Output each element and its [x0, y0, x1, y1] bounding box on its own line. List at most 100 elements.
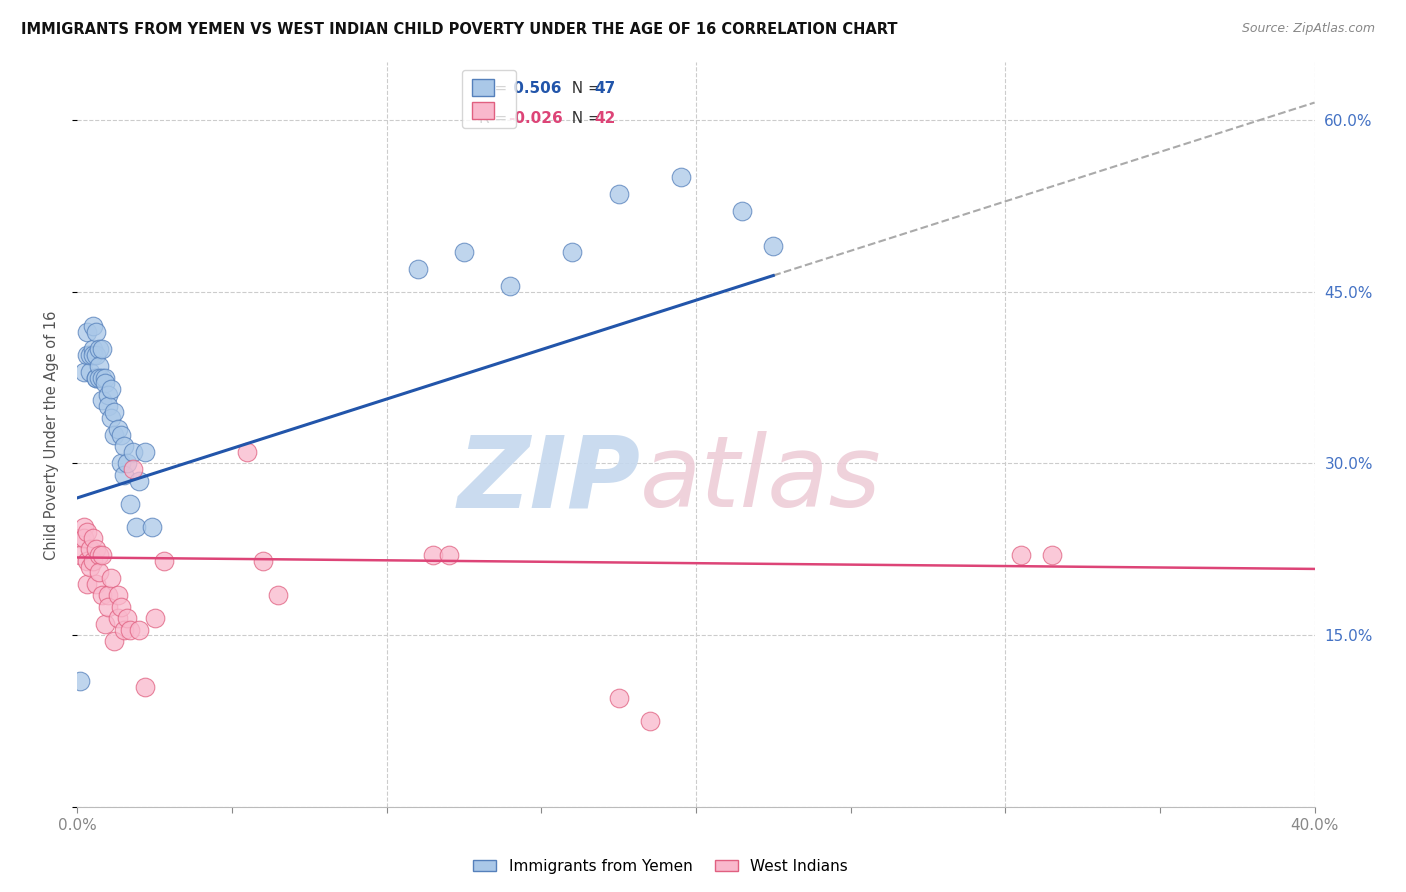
- Point: [607, 187, 630, 202]
- Text: atlas: atlas: [640, 431, 882, 528]
- Point: [76, 525, 98, 540]
- Point: [267, 588, 290, 602]
- Y-axis label: Child Poverty Under the Age of 16: Child Poverty Under the Age of 16: [44, 310, 59, 559]
- Point: [134, 680, 156, 694]
- Point: [437, 548, 460, 562]
- Point: [72, 365, 94, 379]
- Point: [76, 577, 98, 591]
- Point: [236, 445, 259, 459]
- Point: [94, 370, 117, 384]
- Point: [79, 542, 101, 557]
- Point: [91, 342, 114, 356]
- Point: [76, 348, 98, 362]
- Point: [252, 554, 274, 568]
- Point: [100, 410, 122, 425]
- Point: [82, 531, 104, 545]
- Point: [84, 542, 107, 557]
- Text: R =: R =: [479, 81, 513, 96]
- Point: [82, 348, 104, 362]
- Point: [87, 566, 110, 580]
- Point: [91, 548, 114, 562]
- Point: [406, 261, 429, 276]
- Point: [84, 370, 107, 384]
- Point: [97, 399, 120, 413]
- Point: [141, 519, 163, 533]
- Point: [125, 519, 148, 533]
- Point: [91, 393, 114, 408]
- Point: [669, 169, 692, 184]
- Point: [110, 599, 132, 614]
- Point: [128, 474, 150, 488]
- Point: [84, 348, 107, 362]
- Point: [94, 376, 117, 391]
- Point: [607, 691, 630, 706]
- Point: [91, 588, 114, 602]
- Point: [110, 428, 132, 442]
- Text: ZIP: ZIP: [457, 431, 640, 528]
- Point: [72, 531, 94, 545]
- Point: [118, 497, 141, 511]
- Point: [422, 548, 444, 562]
- Point: [103, 405, 125, 419]
- Point: [103, 634, 125, 648]
- Point: [100, 382, 122, 396]
- Text: Source: ZipAtlas.com: Source: ZipAtlas.com: [1241, 22, 1375, 36]
- Point: [110, 457, 132, 471]
- Point: [79, 559, 101, 574]
- Point: [103, 428, 125, 442]
- Point: [97, 599, 120, 614]
- Point: [561, 244, 583, 259]
- Point: [762, 239, 785, 253]
- Point: [100, 571, 122, 585]
- Point: [118, 623, 141, 637]
- Text: N =: N =: [562, 111, 606, 126]
- Legend: , : ,: [463, 70, 516, 128]
- Text: R =: R =: [479, 111, 513, 126]
- Point: [122, 445, 145, 459]
- Point: [107, 611, 129, 625]
- Point: [87, 342, 110, 356]
- Point: [112, 467, 135, 482]
- Text: IMMIGRANTS FROM YEMEN VS WEST INDIAN CHILD POVERTY UNDER THE AGE OF 16 CORRELATI: IMMIGRANTS FROM YEMEN VS WEST INDIAN CHI…: [21, 22, 897, 37]
- Point: [128, 623, 150, 637]
- Point: [122, 462, 145, 476]
- Text: N =: N =: [562, 81, 606, 96]
- Point: [94, 616, 117, 631]
- Point: [79, 365, 101, 379]
- Text: 42: 42: [595, 111, 616, 126]
- Point: [69, 531, 91, 545]
- Point: [87, 548, 110, 562]
- Point: [1010, 548, 1032, 562]
- Point: [84, 577, 107, 591]
- Point: [107, 422, 129, 436]
- Text: 0.506: 0.506: [508, 81, 561, 96]
- Point: [72, 519, 94, 533]
- Point: [69, 548, 91, 562]
- Point: [499, 279, 522, 293]
- Point: [143, 611, 166, 625]
- Point: [453, 244, 475, 259]
- Point: [87, 359, 110, 373]
- Point: [76, 554, 98, 568]
- Point: [82, 342, 104, 356]
- Point: [91, 370, 114, 384]
- Point: [69, 674, 91, 689]
- Point: [153, 554, 176, 568]
- Point: [638, 714, 661, 729]
- Point: [115, 611, 138, 625]
- Point: [87, 370, 110, 384]
- Point: [115, 457, 138, 471]
- Point: [731, 204, 754, 219]
- Point: [112, 439, 135, 453]
- Point: [112, 623, 135, 637]
- Point: [82, 318, 104, 333]
- Point: [107, 588, 129, 602]
- Text: 47: 47: [595, 81, 616, 96]
- Point: [97, 588, 120, 602]
- Point: [134, 445, 156, 459]
- Point: [97, 388, 120, 402]
- Point: [76, 325, 98, 339]
- Legend: Immigrants from Yemen, West Indians: Immigrants from Yemen, West Indians: [467, 853, 855, 880]
- Point: [84, 325, 107, 339]
- Text: -0.026: -0.026: [508, 111, 562, 126]
